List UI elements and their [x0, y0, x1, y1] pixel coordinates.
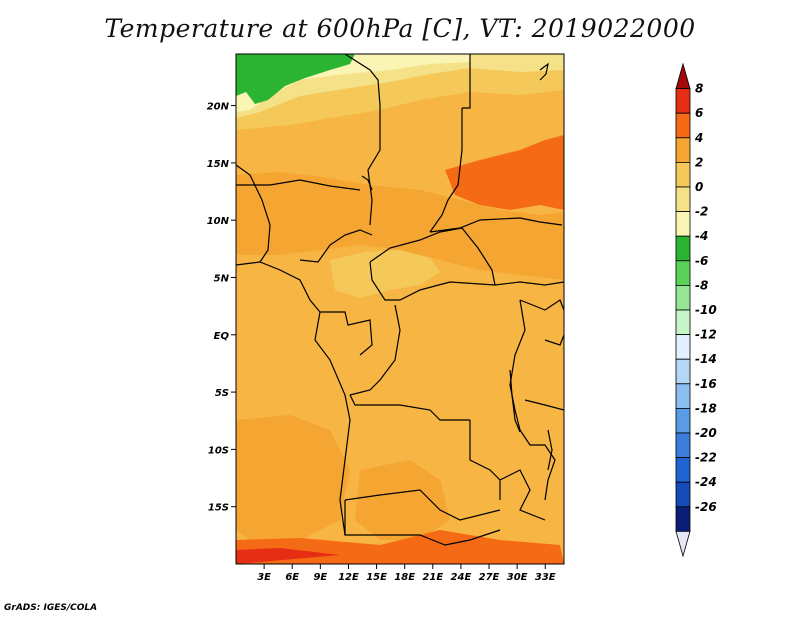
lat-label: 10S	[208, 445, 229, 456]
map-frame	[235, 53, 565, 565]
longitude-axis: 3E 6E 9E 12E 15E 18E 21E 24E 27E 30E 33E	[257, 564, 556, 583]
chart-title: Temperature at 600hPa [C], VT: 201902200…	[104, 14, 696, 43]
colorbar-swatch	[675, 235, 691, 262]
border-west-coast	[236, 261, 351, 536]
colorbar-label: -10	[695, 303, 717, 317]
border-namibia	[344, 500, 501, 546]
colorbar-label: 0	[695, 180, 703, 194]
colorbar-label: -18	[695, 401, 717, 415]
lat-label: 20N	[207, 102, 230, 113]
lat-label: 15S	[208, 503, 229, 514]
colorbar-swatch	[675, 186, 691, 213]
border-tanzania	[524, 399, 564, 411]
border-libya-chad	[344, 54, 381, 226]
border-nigeria-cameroon	[299, 229, 373, 263]
temp-field-south-hottest	[236, 548, 340, 564]
colorbar-swatch	[675, 284, 691, 311]
colorbar-label: -22	[695, 451, 717, 465]
border-egypt-sudan	[462, 54, 471, 109]
temp-field-green-patch	[236, 54, 355, 104]
lon-label: 24E	[451, 572, 472, 583]
border-lake-tanganyika	[509, 369, 521, 433]
colorbar-label: -24	[695, 475, 717, 489]
colorbar-label: -16	[695, 377, 717, 391]
lat-label: 5N	[214, 273, 230, 284]
border-zambia	[499, 469, 546, 521]
colorbar-label: -6	[695, 254, 708, 268]
border-angola-east	[469, 420, 501, 500]
colorbar-swatch	[675, 88, 691, 114]
border-angola-south	[344, 489, 501, 521]
border-gabon	[320, 311, 373, 356]
lon-label: 9E	[313, 572, 327, 583]
country-borders	[236, 54, 564, 546]
colorbar-swatch	[675, 137, 691, 163]
lon-label: 15E	[366, 572, 387, 583]
colorbar-label: -12	[695, 328, 717, 342]
border-chad-lake	[361, 175, 373, 191]
lon-label: 18E	[394, 572, 415, 583]
colorbar-swatch	[675, 407, 691, 434]
colorbar-swatch	[675, 211, 691, 237]
colorbar-label: -4	[695, 229, 708, 243]
colorbar-swatch	[675, 358, 691, 385]
temp-field-sahel-orange	[236, 172, 564, 280]
colorbar-swatch	[675, 457, 691, 483]
colorbar-swatch	[675, 481, 691, 508]
border-ssudan-south	[494, 281, 564, 286]
colorbar-swatch	[675, 334, 691, 360]
border-niger-nigeria	[236, 179, 361, 191]
lon-label: 30E	[507, 572, 528, 583]
border-sudan-ssudan	[429, 217, 563, 233]
border-east-lakes	[509, 299, 556, 501]
border-uganda	[519, 299, 564, 311]
lat-label: 10N	[207, 216, 230, 227]
colorbar-triangle-bottom	[675, 531, 691, 558]
latitude-axis: 20N 15N 10N 5N EQ 5S 10S 15S	[207, 102, 236, 514]
border-chad-sudan	[429, 108, 463, 233]
colorbar-label: 2	[695, 155, 703, 169]
temp-field-mild-patch	[330, 250, 440, 298]
colorbar-swatch	[675, 432, 691, 459]
border-ne-corner	[539, 62, 549, 81]
colorbar-label: -26	[695, 500, 717, 514]
colorbar-swatch	[675, 383, 691, 409]
colorbar-triangle-top	[675, 62, 691, 89]
lon-label: 3E	[257, 572, 271, 583]
colorbar-label: -20	[695, 426, 717, 440]
credit-label: GrADS: IGES/COLA	[4, 603, 98, 613]
lon-label: 27E	[479, 572, 500, 583]
border-congo-drc	[349, 304, 401, 396]
colorbar-swatch	[675, 161, 691, 188]
temp-field-south-orange	[236, 415, 350, 540]
colorbar-swatch	[675, 112, 691, 139]
border-west-africa	[236, 164, 271, 263]
temp-field-south-orange2	[355, 460, 450, 540]
colorbar-label: -8	[695, 278, 708, 292]
colorbar-swatch	[675, 309, 691, 336]
colorbar-label: -14	[695, 352, 717, 366]
border-car-south	[369, 261, 496, 301]
lon-label: 6E	[285, 572, 299, 583]
colorbar-label: 8	[695, 82, 703, 96]
border-lake-malawi	[547, 429, 553, 471]
colorbar-swatch	[675, 260, 691, 286]
colorbar-swatch	[675, 506, 691, 532]
lon-label: 21E	[422, 572, 443, 583]
colorbar-label: 4	[694, 131, 703, 145]
border-drc-angola	[349, 394, 470, 421]
lon-label: 12E	[338, 572, 359, 583]
border-kenya	[544, 334, 564, 346]
colorbar-label: 6	[695, 106, 703, 120]
border-car-north	[369, 227, 496, 286]
lon-label: 33E	[535, 572, 556, 583]
lat-label: EQ	[214, 331, 230, 342]
lat-label: 5S	[215, 388, 229, 399]
lat-label: 15N	[207, 159, 230, 170]
temp-field-hot-east	[445, 135, 564, 210]
colorbar-label: -2	[695, 205, 708, 219]
